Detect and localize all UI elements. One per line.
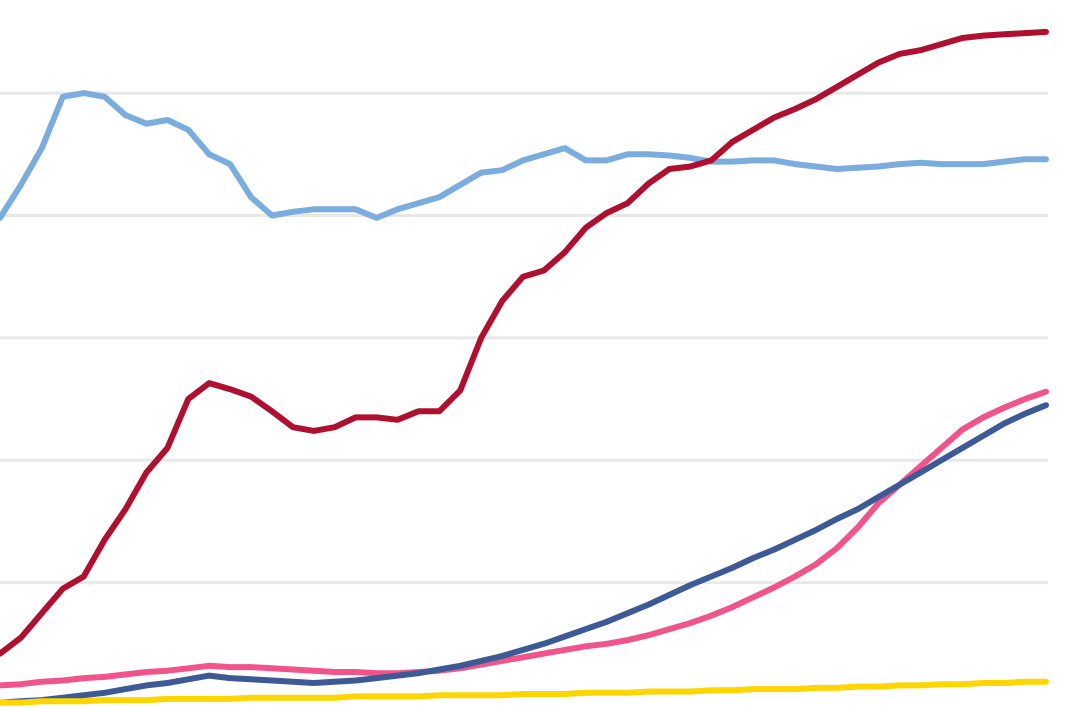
series-line-3 <box>0 388 1049 689</box>
series-line-4 <box>0 402 1049 706</box>
series-lines <box>0 28 1049 706</box>
series-line-5 <box>0 678 1049 706</box>
grid-lines <box>0 91 1048 585</box>
series-line-2 <box>0 28 1049 657</box>
series-line-1 <box>0 90 1049 221</box>
